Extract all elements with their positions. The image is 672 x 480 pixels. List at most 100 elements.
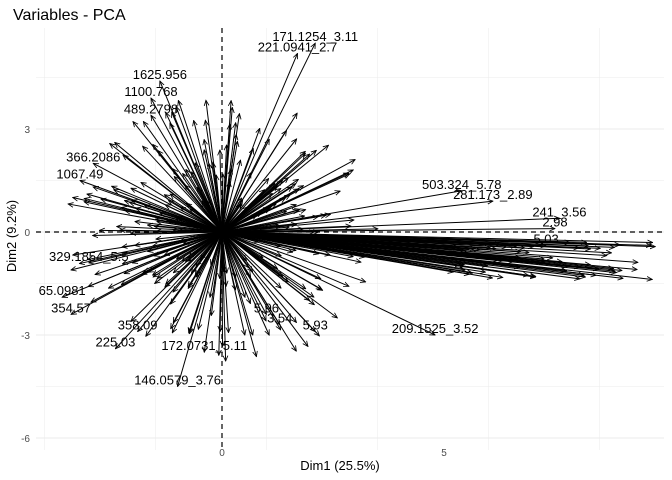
- variable-arrow: [221, 231, 253, 335]
- variable-arrow: [213, 162, 223, 233]
- variable-label: 225.03: [96, 335, 136, 350]
- variable-label: 65.0981: [39, 283, 86, 298]
- variable-arrow: [221, 209, 270, 233]
- variable-arrow: [221, 231, 270, 335]
- variable-arrow: [221, 231, 296, 322]
- variable-arrow: [124, 201, 223, 233]
- chart-title: Variables - PCA: [13, 7, 126, 24]
- variable-arrow: [188, 231, 223, 288]
- variable-label: 5.93: [303, 318, 328, 333]
- variable-arrow: [221, 191, 462, 233]
- y-tick-label: 3: [24, 125, 30, 136]
- variable-arrow: [108, 231, 223, 288]
- variable-arrow: [221, 124, 230, 233]
- variable-arrow: [154, 231, 223, 256]
- variable-arrow: [93, 163, 223, 233]
- variable-label: 5.96: [254, 300, 279, 315]
- variable-arrow: [138, 231, 223, 332]
- variable-arrow: [221, 179, 269, 233]
- variable-label: 5.03: [533, 232, 558, 247]
- variable-arrow: [62, 231, 223, 297]
- variable-arrow: [221, 231, 553, 258]
- variable-arrow: [178, 231, 223, 387]
- variable-arrow: [182, 231, 223, 261]
- variable-label: 1100.768: [124, 84, 177, 99]
- variable-arrow: [221, 229, 555, 233]
- variable-arrow: [221, 231, 620, 245]
- grid-lines: [36, 28, 664, 450]
- variable-arrow: [164, 195, 223, 233]
- variable-arrow: [143, 146, 223, 233]
- variable-arrow: [112, 186, 223, 233]
- variable-label: 2.98: [542, 215, 567, 230]
- variable-arrow: [87, 194, 223, 233]
- variable-arrow: [221, 231, 226, 286]
- variable-arrow: [221, 231, 323, 290]
- variable-arrow: [120, 230, 223, 232]
- variable-arrow: [221, 231, 580, 279]
- variable-arrow: [171, 231, 223, 329]
- variable-arrow: [71, 231, 223, 314]
- variable-arrow: [221, 211, 286, 233]
- variable-label: 146.0579_3.76: [134, 373, 221, 388]
- variable-arrow: [221, 231, 315, 332]
- variable-arrow: [220, 150, 222, 233]
- axis-ticks: 0 5 3 0 -3 -6: [21, 125, 447, 459]
- variable-arrow: [221, 173, 350, 233]
- variable-arrow: [221, 231, 258, 242]
- variable-arrow: [198, 231, 223, 329]
- variable-label: 1625.956: [133, 67, 187, 82]
- variable-arrow: [221, 231, 266, 321]
- variable-arrow: [221, 186, 277, 233]
- variable-arrow: [151, 98, 223, 233]
- variable-arrow: [183, 173, 223, 233]
- variable-arrow: [80, 181, 223, 233]
- variable-arrow: [172, 231, 223, 333]
- variable-arrow: [221, 231, 546, 246]
- y-tick-label: -3: [21, 331, 30, 342]
- variable-arrow: [204, 140, 223, 233]
- variable-arrow: [221, 231, 536, 277]
- variable-arrow: [221, 231, 435, 336]
- variable-arrow: [221, 231, 584, 275]
- variable-arrow: [221, 218, 559, 233]
- variable-arrow: [221, 201, 493, 233]
- variable-arrow: [73, 231, 223, 255]
- variable-arrow: [165, 231, 223, 287]
- variable-arrow: [84, 202, 223, 233]
- x-tick-label: 5: [441, 448, 447, 459]
- variable-label: 241_3.56: [532, 204, 586, 219]
- variable-arrow: [221, 131, 286, 233]
- x-axis-title: Dim1 (25.5%): [300, 458, 379, 473]
- variable-arrow: [221, 231, 281, 256]
- variable-label: 221.0941_2.7: [258, 39, 338, 54]
- variable-arrow: [221, 231, 245, 335]
- variable-arrow: [156, 231, 223, 239]
- variable-arrow: [221, 231, 226, 361]
- y-tick-label: 0: [24, 228, 30, 239]
- variable-arrow: [153, 144, 223, 233]
- variable-arrow: [221, 43, 315, 233]
- variable-arrow: [221, 231, 314, 297]
- variable-arrow: [221, 183, 275, 233]
- variable-arrow: [221, 231, 245, 297]
- variable-label: 3.54: [267, 311, 292, 326]
- variable-label: 329.1854_5.5: [49, 249, 129, 264]
- variable-arrow: [93, 231, 223, 236]
- variable-arrow: [147, 225, 223, 233]
- variable-label: 354.57: [51, 300, 91, 315]
- variable-arrow: [221, 231, 281, 288]
- variable-arrow: [221, 231, 652, 279]
- variable-label: 1067.49: [56, 167, 103, 182]
- variable-arrow: [221, 231, 366, 282]
- variable-arrow: [221, 231, 249, 268]
- variable-arrow: [221, 139, 297, 233]
- variable-arrow: [221, 231, 361, 262]
- variable-arrow: [178, 100, 223, 233]
- variable-arrow: [221, 186, 303, 233]
- variable-arrows: [62, 43, 655, 386]
- variable-arrow: [221, 231, 280, 325]
- variable-arrow: [221, 231, 614, 268]
- variable-label: 366.2086: [66, 149, 120, 164]
